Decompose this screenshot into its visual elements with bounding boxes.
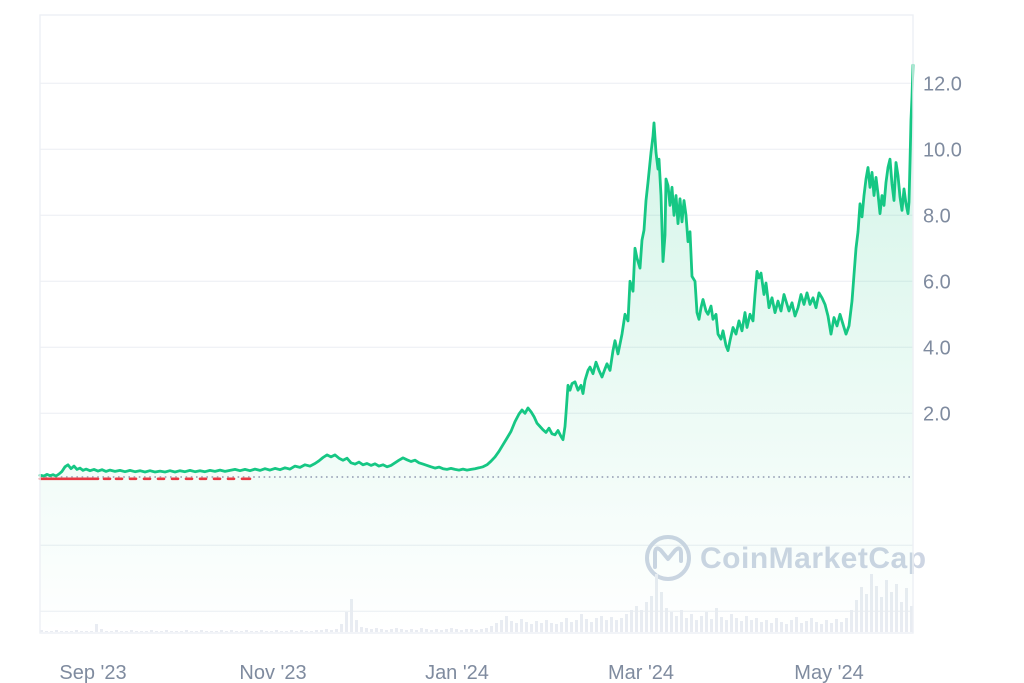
plot-frame xyxy=(39,14,914,634)
x-axis-labels: Sep '23 Nov '23 Jan '24 Mar '24 May '24 xyxy=(59,662,863,683)
x-tick-label: Jan '24 xyxy=(425,662,489,683)
y-tick-label: 4.0 xyxy=(923,337,951,359)
x-tick-label: Mar '24 xyxy=(608,662,674,683)
y-tick-label: 6.0 xyxy=(923,271,951,293)
y-tick-label: 2.0 xyxy=(923,403,951,425)
y-tick-label: 8.0 xyxy=(923,205,951,227)
x-tick-label: Sep '23 xyxy=(59,662,126,683)
price-line xyxy=(38,63,915,478)
y-tick-label: 10.0 xyxy=(923,139,962,161)
chart-hover-area[interactable] xyxy=(40,15,913,633)
price-area-fill xyxy=(40,65,913,634)
y-axis-labels: 2.0 4.0 6.0 8.0 10.0 12.0 xyxy=(923,73,962,425)
y-tick-label: 12.0 xyxy=(923,73,962,95)
x-tick-label: Nov '23 xyxy=(239,662,306,683)
x-tick-label: May '24 xyxy=(794,662,863,683)
